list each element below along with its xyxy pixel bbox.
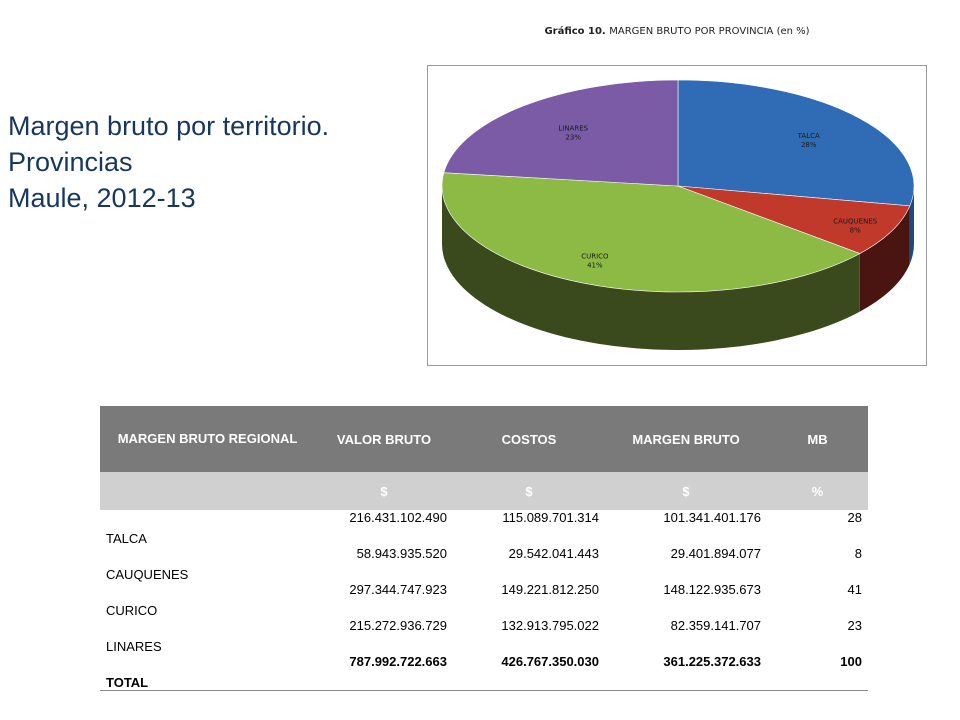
cell-province: CAUQUENES [106,567,189,582]
unit-valor-bruto: $ [315,472,453,510]
pie-slice-cauquenes [677,185,911,254]
cell-total-mb: 100 [767,654,868,691]
unit-region [100,472,315,510]
data-table: MARGEN BRUTO REGIONAL VALOR BRUTO COSTOS… [100,406,868,691]
cell-valor-bruto: 297.344.747.923 [349,582,447,597]
slide-title-line-2: Provincias [8,147,133,177]
pie-side-curico [442,186,860,350]
cell-mb: 41 [847,582,862,597]
cell-total-costos: 426.767.350.030 [453,654,605,691]
unit-mb: % [767,472,868,510]
table-total-row: TOTAL 787.992.722.663 426.767.350.030 36… [100,654,868,691]
chart-title: Gráfico 10. MARGEN BRUTO POR PROVINCIA (… [427,26,927,37]
cell-margen-bruto: 101.341.401.176 [663,510,761,525]
slice-category-label: CURICO [581,252,609,260]
table-row: LINARES 215.272.936.729 132.913.795.022 … [100,618,868,654]
slice-category-label: TALCA [797,132,820,140]
chart-frame: TALCA 28% CAUQUENES 8% CURICO 41% LINARES 23% [427,65,927,366]
slice-value-label: 41% [587,261,603,269]
pie-side-talca [909,186,914,264]
cell-valor-bruto: 216.431.102.490 [349,510,447,525]
unit-costos: $ [453,472,605,510]
header-mb: MB [767,406,868,472]
cell-mb: 8 [854,546,862,561]
cell-costos: 132.913.795.022 [501,618,599,633]
cell-valor-bruto: 215.272.936.729 [349,618,447,633]
cell-costos: 149.221.812.250 [501,582,599,597]
cell-valor-bruto: 58.943.935.520 [356,546,447,561]
slide-title: Margen bruto por territorio. Provincias … [8,108,329,216]
unit-margen-bruto: $ [605,472,767,510]
pie-slice-talca [677,79,915,207]
cell-province: LINARES [106,639,162,654]
chart-title-unit: (en %) [773,26,810,37]
header-margen-bruto: MARGEN BRUTO [605,406,767,472]
cell-margen-bruto: 29.401.894.077 [670,546,761,561]
pie-slice-linares [443,79,679,187]
pie-slice-curico [441,172,861,293]
slice-category-label: CAUQUENES [833,217,878,225]
cell-mb: 28 [847,510,862,525]
slice-value-label: 28% [801,141,817,149]
cell-total-margen-bruto: 361.225.372.633 [605,654,767,691]
chart-title-number: Gráfico 10. [544,26,610,37]
pie-side-cauquenes [859,205,910,312]
table-row: CAUQUENES 58.943.935.520 29.542.041.443 … [100,546,868,582]
cell-province: TALCA [106,531,147,546]
table-row: TALCA 216.431.102.490 115.089.701.314 10… [100,510,868,546]
header-costos: COSTOS [453,406,605,472]
header-valor-bruto: VALOR BRUTO [315,406,453,472]
cell-margen-bruto: 82.359.141.707 [670,618,761,633]
cell-mb: 23 [847,618,862,633]
cell-total-label: TOTAL [100,654,315,691]
table-header-row: MARGEN BRUTO REGIONAL VALOR BRUTO COSTOS… [100,406,868,472]
slide-title-line-1: Margen bruto por territorio. [8,111,330,141]
cell-costos: 29.542.041.443 [508,546,599,561]
header-region: MARGEN BRUTO REGIONAL [100,406,315,472]
cell-province: CURICO [106,603,158,618]
slide-title-line-3: Maule, 2012-13 [8,183,196,213]
cell-margen-bruto: 148.122.935.673 [663,582,761,597]
cell-costos: 115.089.701.314 [502,510,599,525]
chart-title-main: MARGEN BRUTO POR PROVINCIA [609,26,774,37]
table-units-row: $ $ $ % [100,472,868,510]
slice-value-label: 23% [565,134,581,142]
slice-value-label: 8% [850,226,861,234]
table-row: CURICO 297.344.747.923 149.221.812.250 1… [100,582,868,618]
cell-total-valor-bruto: 787.992.722.663 [315,654,453,691]
slice-category-label: LINARES [558,125,588,133]
